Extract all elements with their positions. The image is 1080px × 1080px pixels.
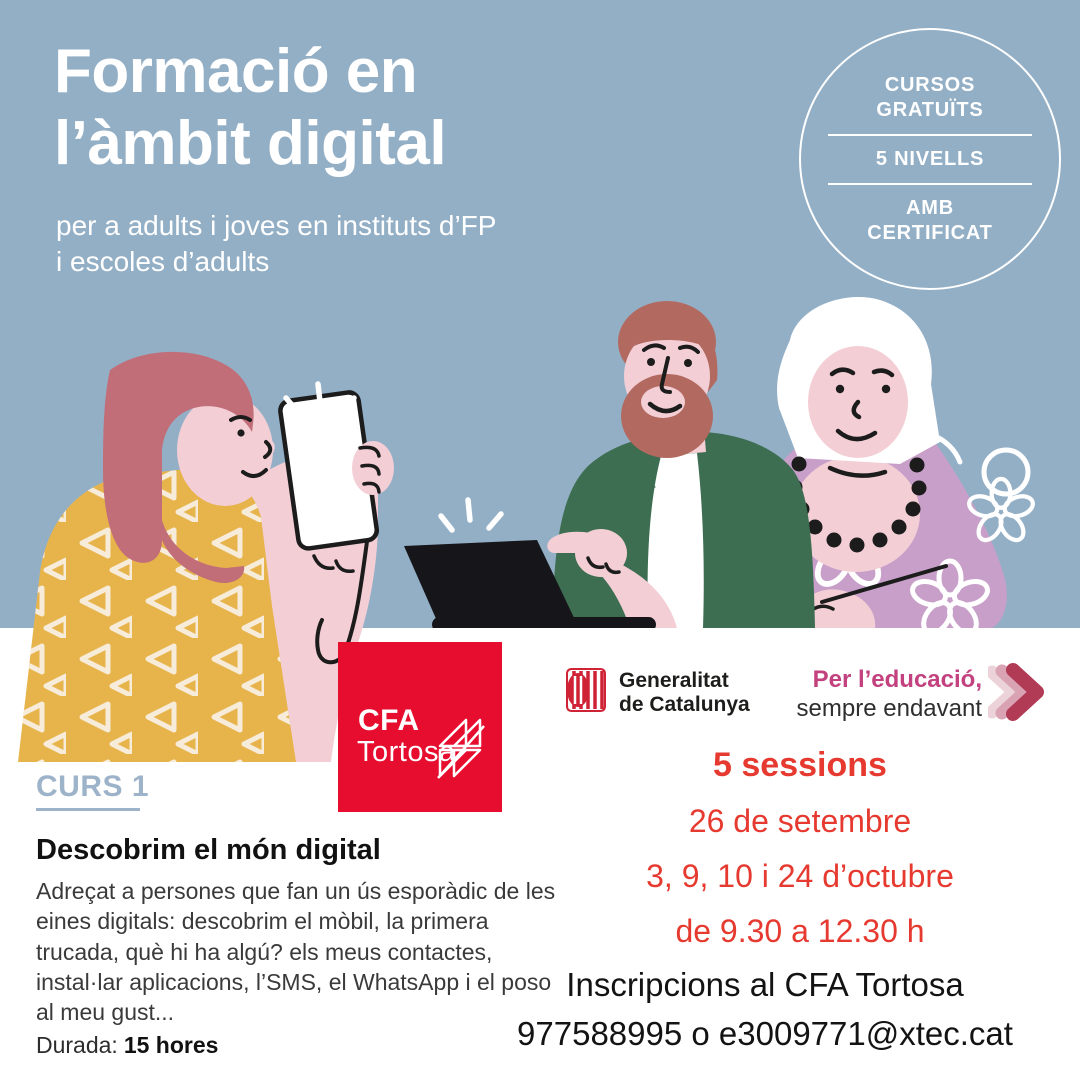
- badge-divider: [828, 133, 1032, 136]
- schedule-block: 5 sessions 26 de setembre 3, 9, 10 i 24 …: [550, 746, 1050, 968]
- course-duration: Durada: 15 hores: [36, 1032, 218, 1059]
- cfa-logo-text: CFA: [358, 704, 420, 737]
- contact-line-1: Inscripcions al CFA Tortosa: [566, 966, 964, 1003]
- badge-circle: CURSOS GRATUÏTS 5 NIVELLS AMB CERTIFICAT: [799, 28, 1061, 290]
- poster-title: Formació en l’àmbit digital: [54, 36, 754, 180]
- course-title: Descobrim el món digital: [36, 834, 381, 866]
- badge-line-3: AMB CERTIFICAT: [867, 196, 993, 244]
- contact-block: Inscripcions al CFA Tortosa 977588995 o …: [460, 966, 1070, 1064]
- illustration-woman-phone: [18, 351, 394, 762]
- title-line-2: l’àmbit digital: [54, 108, 447, 178]
- sparkle-icon: [283, 381, 357, 415]
- cfa-logo-mark-icon: [437, 718, 485, 779]
- generalitat-logo: Generalitat de Catalunya: [563, 666, 750, 717]
- claim-line-2: sempre endavant: [796, 694, 982, 722]
- duration-label: Durada:: [36, 1032, 118, 1058]
- laptop-illustration: [404, 540, 656, 628]
- badge-line-2: 5 NIVELLS: [875, 147, 985, 170]
- illustration-man: [438, 301, 815, 628]
- course-label-underline: [36, 808, 140, 811]
- course-description: Adreçat a persones que fan un ús esporàd…: [36, 878, 556, 1026]
- senyera-icon: [566, 668, 606, 712]
- badge-line-1: CURSOS GRATUÏTS: [876, 73, 984, 121]
- badge-divider: [828, 182, 1032, 185]
- course-label: CURS 1: [36, 770, 150, 803]
- poster-subtitle: per a adults i joves en instituts d’FP i…: [56, 210, 497, 278]
- contact-line-2: 977588995 o e3009771@xtec.cat: [517, 1015, 1013, 1052]
- duration-value: 15 hores: [123, 1032, 219, 1058]
- cfa-tortosa-logo: CFA Tortosa: [338, 642, 502, 812]
- education-claim: Per l’educació, sempre endavant: [772, 666, 982, 724]
- session-date: 3, 9, 10 i 24 d’octubre: [646, 858, 954, 894]
- title-line-1: Formació en: [54, 37, 418, 106]
- claim-line-1: Per l’educació,: [812, 666, 982, 693]
- chevron-arrows-icon: [988, 663, 1044, 721]
- session-time: de 9.30 a 12.30 h: [675, 913, 925, 949]
- sessions-count: 5 sessions: [713, 746, 887, 784]
- sparkle-icon: [438, 497, 504, 533]
- session-date: 26 de setembre: [688, 803, 912, 839]
